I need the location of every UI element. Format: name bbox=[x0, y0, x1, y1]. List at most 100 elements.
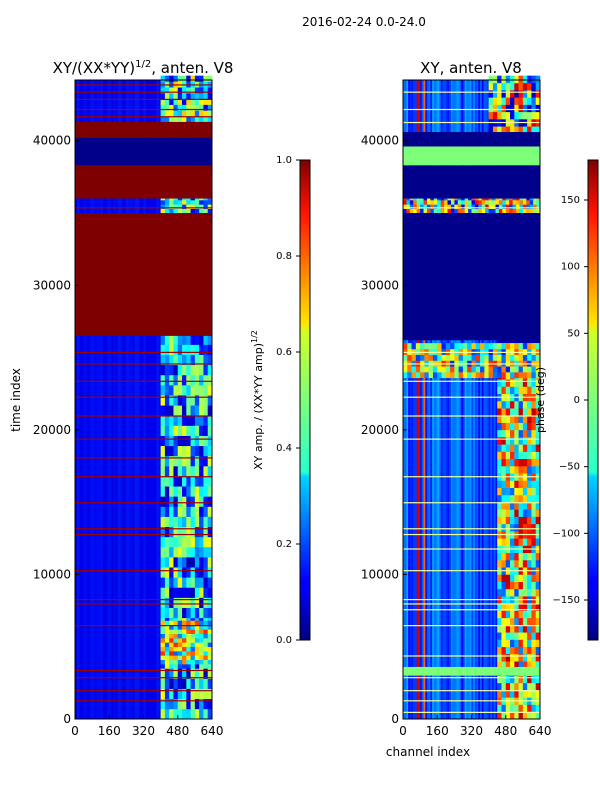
heatmap-cell bbox=[186, 87, 191, 94]
heatmap-cell bbox=[527, 458, 532, 467]
heatmap-cell bbox=[514, 625, 519, 633]
heatmap-cell bbox=[190, 620, 196, 626]
heatmap-cell bbox=[173, 577, 179, 588]
heatmap-cell bbox=[203, 607, 209, 619]
heatmap-cell bbox=[485, 199, 489, 205]
heatmap-cell bbox=[481, 208, 486, 214]
heatmap-cell bbox=[207, 208, 213, 214]
y-tick-label: 30000 bbox=[33, 278, 71, 292]
heatmap-cell bbox=[505, 400, 511, 409]
heatmap-cell bbox=[182, 516, 187, 528]
heatmap-cell bbox=[182, 506, 187, 517]
colorbar-tick-label: 1.0 bbox=[276, 155, 292, 166]
heatmap-cell bbox=[510, 523, 515, 532]
heatmap-cell bbox=[177, 93, 183, 100]
x-tick-label: 0 bbox=[399, 724, 407, 738]
heatmap-cell bbox=[501, 509, 507, 517]
heatmap-cell bbox=[527, 343, 532, 350]
heatmap-cell bbox=[203, 476, 209, 487]
x-tick-label: 160 bbox=[98, 724, 121, 738]
heatmap-cell bbox=[488, 366, 494, 373]
flag-line bbox=[75, 533, 212, 536]
heatmap-cell bbox=[203, 629, 209, 635]
heatmap-cell bbox=[527, 574, 532, 582]
heatmap-cell bbox=[186, 633, 191, 639]
heatmap-cell bbox=[164, 607, 170, 619]
heatmap-cell bbox=[199, 546, 204, 558]
heatmap-cell bbox=[194, 496, 200, 507]
heatmap-cell bbox=[403, 204, 407, 209]
heatmap-cell bbox=[173, 607, 179, 619]
heatmap-cell bbox=[514, 588, 519, 597]
heatmap-cell bbox=[505, 523, 511, 532]
heatmap-cell bbox=[475, 354, 481, 361]
phase-column bbox=[428, 80, 431, 719]
heatmap-cell bbox=[514, 682, 519, 691]
figure-suptitle: 2016-02-24 0.0-24.0 bbox=[302, 15, 426, 29]
heatmap-cell bbox=[177, 385, 183, 396]
heatmap-cell bbox=[430, 204, 435, 209]
heatmap-cell bbox=[497, 126, 502, 134]
heatmap-cell bbox=[194, 93, 200, 100]
heatmap-cell bbox=[207, 455, 213, 467]
heatmap-cell bbox=[173, 557, 179, 568]
heatmap-cell bbox=[406, 204, 411, 209]
heatmap-cell bbox=[471, 366, 477, 373]
heatmap-cell bbox=[531, 704, 537, 713]
heatmap-cell bbox=[199, 374, 204, 386]
heatmap-cell bbox=[177, 98, 183, 105]
heatmap-cell bbox=[501, 451, 507, 460]
heatmap-cell bbox=[169, 526, 174, 538]
heatmap-cell bbox=[413, 204, 417, 209]
heatmap-cell bbox=[497, 354, 502, 361]
heatmap-cell bbox=[505, 559, 511, 568]
colorbar-tick-label: −150 bbox=[553, 595, 580, 606]
heatmap-cell bbox=[173, 204, 179, 209]
heatmap-cell bbox=[182, 385, 187, 396]
heatmap-cell bbox=[169, 445, 174, 457]
heatmap-cell bbox=[505, 617, 511, 626]
heatmap-cell bbox=[160, 577, 166, 588]
heatmap-cell bbox=[497, 437, 502, 445]
heatmap-cell bbox=[518, 354, 524, 361]
heatmap-cell bbox=[173, 98, 179, 105]
heatmap-cell bbox=[510, 458, 515, 467]
heatmap-cell bbox=[514, 552, 519, 561]
heatmap-cell bbox=[497, 704, 502, 713]
heatmap-cell bbox=[190, 334, 196, 345]
heatmap-cell bbox=[199, 496, 204, 507]
phase-column bbox=[459, 80, 462, 719]
heatmap-cell bbox=[160, 476, 166, 487]
heatmap-cell bbox=[510, 437, 515, 445]
heatmap-cell bbox=[173, 395, 179, 406]
heatmap-cell bbox=[173, 633, 179, 639]
heatmap-cell bbox=[535, 559, 541, 568]
heatmap-cell bbox=[510, 646, 515, 655]
heatmap-cell bbox=[527, 523, 532, 532]
heatmap-cell bbox=[199, 638, 204, 643]
heatmap-cell bbox=[177, 455, 183, 467]
heatmap-cell bbox=[497, 90, 502, 98]
heatmap-cell bbox=[186, 688, 191, 700]
heatmap-cell bbox=[411, 354, 417, 361]
heatmap-cell bbox=[522, 444, 528, 452]
flag-line bbox=[75, 438, 212, 440]
heatmap-cell bbox=[186, 415, 191, 426]
heatmap-cell bbox=[186, 536, 191, 548]
heatmap-cell bbox=[194, 199, 200, 205]
heatmap-cell bbox=[497, 690, 502, 698]
heatmap-cell bbox=[177, 536, 183, 548]
heatmap-cell bbox=[186, 199, 191, 205]
heatmap-cell bbox=[203, 625, 209, 630]
phase-x-ticks: 0 160 320 480 640 bbox=[399, 715, 551, 738]
heatmap-cell bbox=[514, 704, 519, 713]
heatmap-cell bbox=[510, 690, 515, 698]
phase-flagged-block bbox=[403, 165, 540, 199]
heatmap-cell bbox=[203, 110, 209, 117]
phase-column bbox=[481, 80, 484, 719]
heatmap-cell bbox=[535, 90, 541, 98]
heatmap-cell bbox=[518, 480, 524, 488]
heatmap-cell bbox=[173, 87, 179, 94]
heatmap-cell bbox=[177, 395, 183, 406]
